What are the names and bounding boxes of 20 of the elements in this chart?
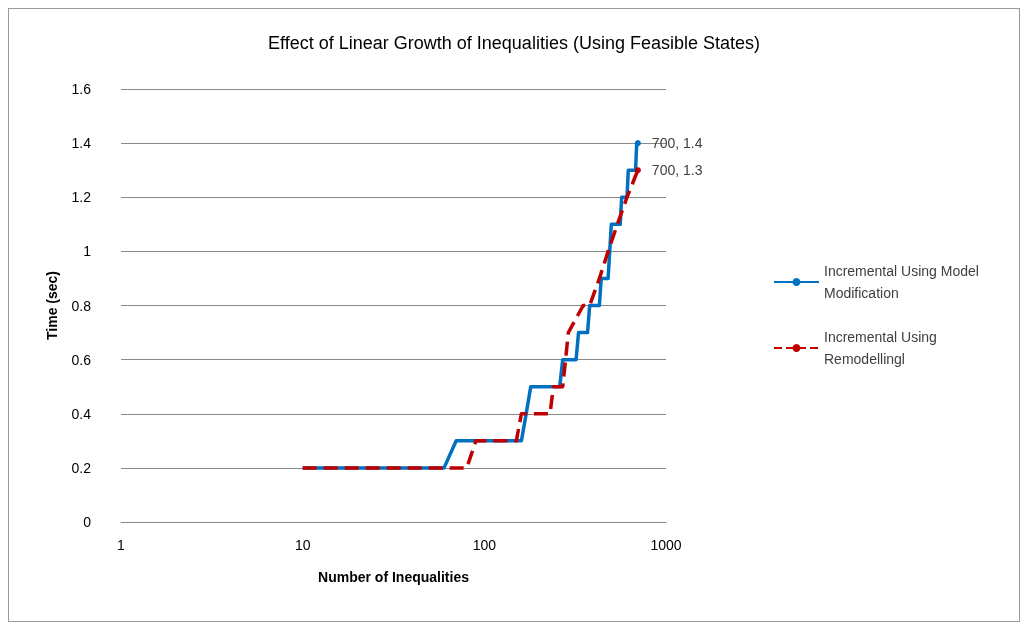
x-tick-label: 100 (472, 537, 497, 553)
y-tick-label: 1.2 (71, 189, 92, 206)
y-tick-label: 1.6 (71, 81, 92, 97)
x-tick-label: 10 (294, 537, 311, 553)
chart-title: Effect of Linear Growth of Inequalities (Using Feasible States) (268, 33, 760, 53)
y-tick-label: 0.4 (71, 405, 92, 422)
legend-label: Incremental Using Remodellingl (824, 329, 941, 367)
legend-label: Incremental Using Model Modification (824, 263, 983, 301)
y-tick-label: 0.2 (71, 459, 92, 476)
data-label: 700, 1.3 (651, 162, 703, 179)
y-tick-label: 0 (83, 514, 92, 530)
x-tick-label: 1 (117, 537, 126, 553)
data-label: 700, 1.4 (651, 135, 703, 152)
y-axis-title: Time (sec) (44, 271, 60, 340)
y-tick-label: 1.4 (71, 135, 92, 152)
x-tick-label: 1000 (650, 537, 682, 553)
y-tick-label: 0.6 (71, 351, 92, 368)
y-tick-label: 0.8 (71, 297, 92, 314)
y-tick-label: 1 (83, 243, 92, 260)
x-axis-title: Number of Inequalities (318, 569, 470, 585)
